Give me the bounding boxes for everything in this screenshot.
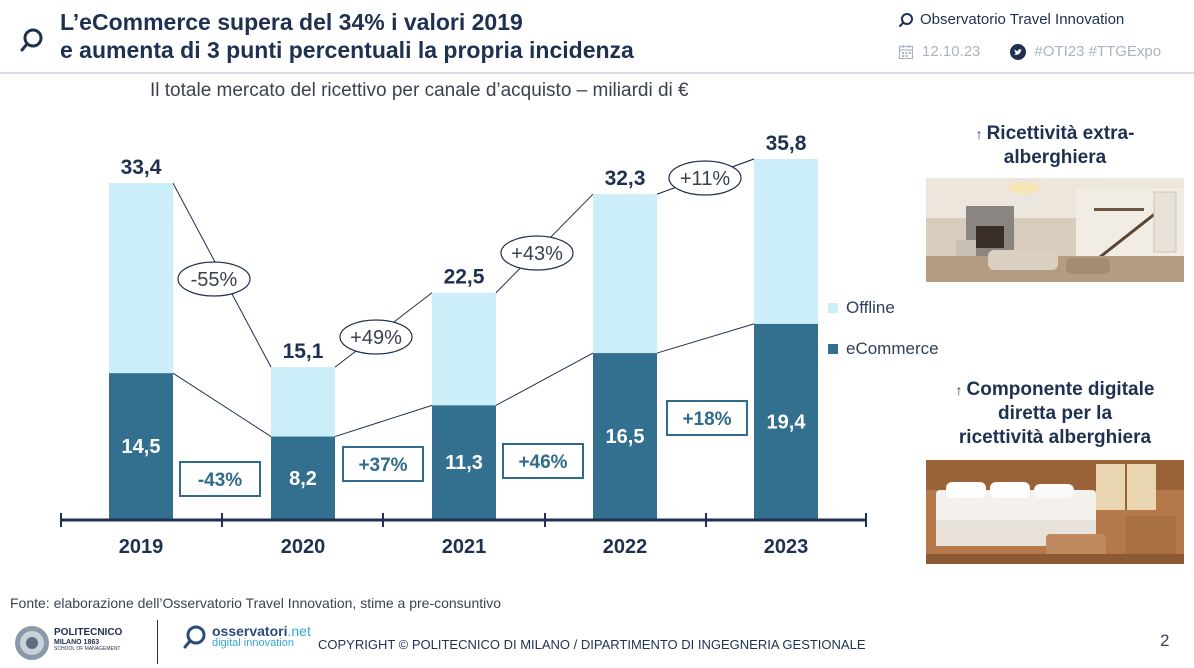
side-heading-2-line-2: diretta per la xyxy=(997,403,1113,424)
event-hashtags: #OTI23 #TTGExpo xyxy=(1034,43,1162,60)
page-title: L’eCommerce supera del 34% i valori 2019… xyxy=(60,8,634,64)
x-tick-label-2023: 2023 xyxy=(764,536,809,558)
politecnico-name: POLITECNICO xyxy=(54,627,123,638)
stacked-bar-chart: 14,5 33,4 2019 8,2 15,1 2020 11,3 22,5 2021 16,5 3… xyxy=(60,132,867,558)
ecommerce-change-box xyxy=(342,446,424,482)
osservatori-sub: digital innovation xyxy=(212,637,294,649)
bar-offline-2023 xyxy=(754,159,818,324)
search-icon xyxy=(20,28,43,52)
politecnico-school: SCHOOL OF MANAGEMENT xyxy=(54,646,121,652)
legend-label-ecommerce: eCommerce xyxy=(846,339,939,358)
copyright: COPYRIGHT © POLITECNICO DI MILANO / DIPA… xyxy=(318,637,866,652)
total-change-oval xyxy=(339,319,413,355)
ecommerce-change-label: -43% xyxy=(198,470,242,491)
politecnico-sub: MILANO 1863 SCHOOL OF MANAGEMENT xyxy=(54,639,121,653)
title-line-2: e aumenta di 3 punti percentuali la prop… xyxy=(60,37,634,63)
osservatori-name-net: .net xyxy=(287,623,311,639)
total-value-label: 33,4 xyxy=(121,156,162,179)
title-line-1: L’eCommerce supera del 34% i valori 2019 xyxy=(60,9,523,35)
side-heading-2-line-1: Componente digitale xyxy=(966,379,1155,400)
ecommerce-value-label: 16,5 xyxy=(606,426,645,448)
side-heading-extra-alberghiera: ↑ Ricettività extra- alberghiera xyxy=(924,122,1186,170)
total-value-label: 15,1 xyxy=(283,340,324,363)
ecommerce-value-label: 19,4 xyxy=(767,411,807,433)
magnifier-icon xyxy=(899,12,913,27)
ecommerce-change-label: +46% xyxy=(518,452,567,473)
legend-item-offline: Offline xyxy=(828,296,939,320)
politecnico-seal-logo xyxy=(15,626,49,660)
arrow-up-icon: ↑ xyxy=(955,382,963,398)
header-divider xyxy=(0,72,1194,74)
total-change-label: +43% xyxy=(511,243,563,265)
bar-ecommerce-2021 xyxy=(432,405,496,519)
legend-swatch-ecommerce xyxy=(828,344,838,354)
source-note: Fonte: elaborazione dell’Osservatorio Tr… xyxy=(10,595,502,611)
ecommerce-change-box xyxy=(179,461,261,497)
total-change-label: +49% xyxy=(350,327,402,349)
chart-legend: Offline eCommerce xyxy=(828,296,939,378)
osservatori-name: osservatori.net xyxy=(212,624,311,638)
bar-ecommerce-2019 xyxy=(109,373,173,519)
ecommerce-change-label: +18% xyxy=(682,409,731,430)
brand: Observatorio Travel Innovation xyxy=(898,11,1124,28)
osservatori-logo-icon xyxy=(183,625,206,649)
x-tick-label-2019: 2019 xyxy=(119,536,164,558)
total-change-oval xyxy=(668,160,742,196)
legend-item-ecommerce: eCommerce xyxy=(828,337,939,361)
living-room-photo xyxy=(926,178,1184,282)
total-change-oval xyxy=(177,261,251,297)
ecommerce-change-box xyxy=(666,400,748,436)
side-heading-digitale: ↑ Componente digitale diretta per la rice… xyxy=(924,378,1186,450)
x-tick-label-2022: 2022 xyxy=(603,536,648,558)
footer-divider xyxy=(157,620,158,664)
ecommerce-value-label: 14,5 xyxy=(122,436,161,458)
bar-offline-2019 xyxy=(109,183,173,374)
calendar-icon xyxy=(898,44,914,59)
ecommerce-change-box xyxy=(502,443,584,479)
total-change-oval xyxy=(500,235,574,271)
politecnico-city: MILANO 1863 xyxy=(54,639,100,646)
side-heading-1-line-1: Ricettività extra- xyxy=(986,123,1135,144)
total-change-label: -55% xyxy=(191,269,238,291)
x-tick-label-2021: 2021 xyxy=(442,536,487,558)
bar-offline-2020 xyxy=(271,367,335,437)
legend-swatch-offline xyxy=(828,303,838,313)
bar-offline-2022 xyxy=(593,194,657,354)
bar-ecommerce-2023 xyxy=(754,323,818,519)
total-change-label: +11% xyxy=(680,168,730,190)
twitter-icon[interactable] xyxy=(1010,43,1027,60)
bar-ecommerce-2022 xyxy=(593,353,657,519)
page-number: 2 xyxy=(1160,631,1170,650)
bar-offline-2021 xyxy=(432,292,496,406)
total-value-label: 32,3 xyxy=(605,167,646,190)
chart-subtitle: Il totale mercato del ricettivo per cana… xyxy=(150,80,689,101)
total-value-label: 22,5 xyxy=(444,266,485,289)
ecommerce-value-label: 8,2 xyxy=(289,468,317,490)
ecommerce-value-label: 11,3 xyxy=(445,452,483,474)
bar-ecommerce-2020 xyxy=(271,436,335,519)
hotel-bedroom-photo xyxy=(926,460,1184,564)
osservatori-name-main: osservatori xyxy=(212,623,288,639)
event-date: 12.10.23 xyxy=(922,43,981,60)
side-heading-2-line-3: ricettività alberghiera xyxy=(958,427,1152,448)
arrow-up-icon: ↑ xyxy=(975,126,983,142)
x-tick-label-2020: 2020 xyxy=(281,536,326,558)
legend-label-offline: Offline xyxy=(846,298,895,317)
ecommerce-trend-line xyxy=(172,323,755,438)
brand-name: Observatorio Travel Innovation xyxy=(920,11,1125,28)
side-heading-1-line-2: alberghiera xyxy=(1003,147,1107,168)
event-meta: 12.10.23 #OTI23 #TTGExpo xyxy=(898,43,1161,60)
ecommerce-change-label: +37% xyxy=(358,455,407,476)
header: L’eCommerce supera del 34% i valori 2019… xyxy=(0,0,1194,74)
total-value-label: 35,8 xyxy=(766,132,807,155)
